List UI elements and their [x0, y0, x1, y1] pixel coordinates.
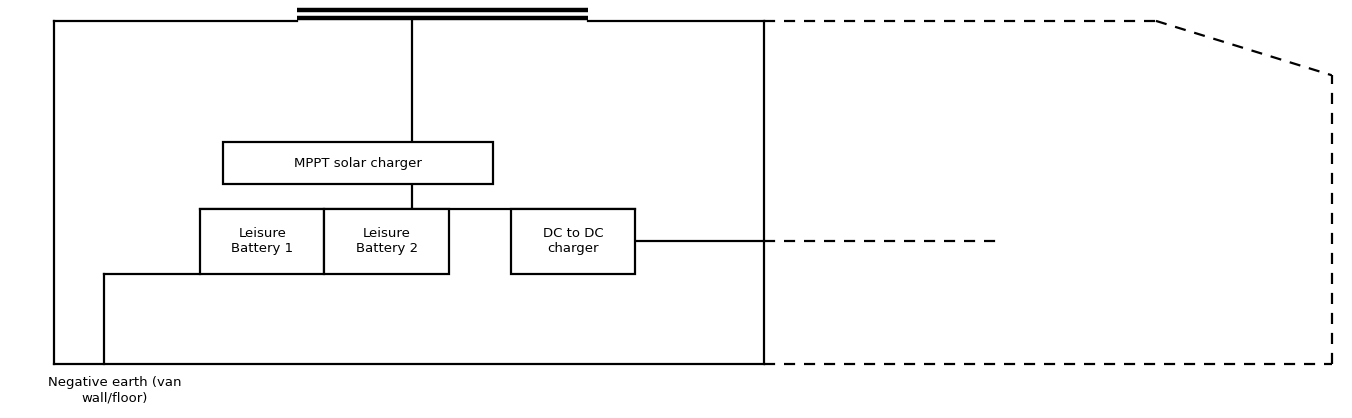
Text: Leisure
Battery 1: Leisure Battery 1: [231, 227, 293, 255]
Text: Leisure
Battery 2: Leisure Battery 2: [356, 227, 418, 255]
Text: Negative earth (van
wall/floor): Negative earth (van wall/floor): [49, 376, 181, 404]
FancyBboxPatch shape: [324, 209, 449, 274]
FancyBboxPatch shape: [511, 209, 635, 274]
FancyBboxPatch shape: [223, 142, 493, 184]
FancyBboxPatch shape: [200, 209, 324, 274]
Text: DC to DC
charger: DC to DC charger: [544, 227, 603, 255]
Text: MPPT solar charger: MPPT solar charger: [295, 156, 422, 170]
